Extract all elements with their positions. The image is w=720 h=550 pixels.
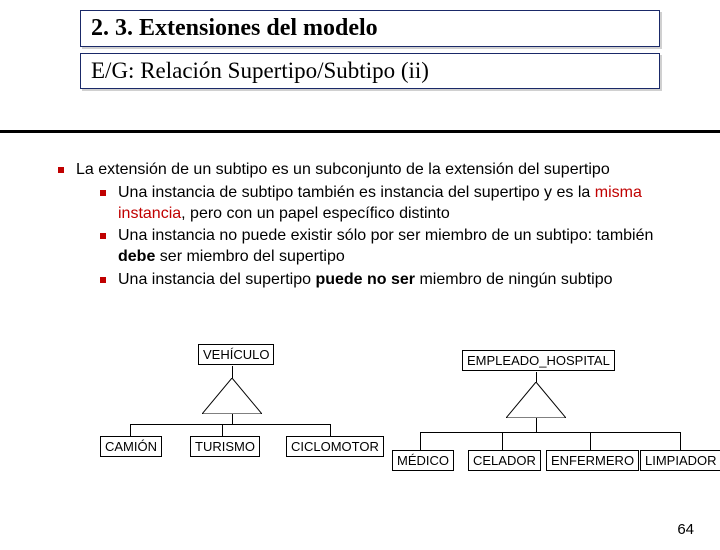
sub3-part-a: Una instancia del supertipo <box>118 271 315 288</box>
connector <box>330 424 331 436</box>
sub-bullet-3: Una instancia del supertipo puede no ser… <box>100 270 680 291</box>
divider-line <box>0 130 720 133</box>
connector <box>590 432 591 450</box>
square-bullet-icon <box>100 233 106 239</box>
node-limpiador: LIMPIADOR <box>640 450 720 471</box>
isa-triangle-icon <box>202 378 262 414</box>
connector <box>232 366 233 378</box>
connector <box>536 372 537 382</box>
connector <box>232 414 233 424</box>
connector <box>130 424 131 436</box>
bullet-main-text: La extensión de un subtipo es un subconj… <box>76 160 610 181</box>
bullet-main: La extensión de un subtipo es un subconj… <box>58 160 680 181</box>
sub2-bold: debe <box>118 248 155 265</box>
connector <box>420 432 680 433</box>
node-turismo: TURISMO <box>190 436 260 457</box>
connector <box>680 432 681 450</box>
sub-bullet-2: Una instancia no puede existir sólo por … <box>100 226 680 268</box>
connector <box>536 418 537 432</box>
isa-triangle-icon <box>506 382 566 418</box>
connector <box>502 432 503 450</box>
sub-bullet-1: Una instancia de subtipo también es inst… <box>100 183 680 225</box>
connector <box>420 432 421 450</box>
square-bullet-icon <box>100 190 106 196</box>
sub3-bold: puede no ser <box>315 271 415 288</box>
node-medico: MÉDICO <box>392 450 454 471</box>
sub3-part-c: miembro de ningún subtipo <box>415 271 612 288</box>
section-title: 2. 3. Extensiones del modelo <box>80 10 660 47</box>
sub1-part-a: Una instancia de subtipo también es inst… <box>118 184 595 201</box>
connector <box>130 424 330 425</box>
sub-bullet-1-text: Una instancia de subtipo también es inst… <box>118 183 680 225</box>
node-celador: CELADOR <box>468 450 541 471</box>
sub-bullet-list: Una instancia de subtipo también es inst… <box>100 183 680 291</box>
sub-bullet-2-text: Una instancia no puede existir sólo por … <box>118 226 680 268</box>
node-empleado-hospital: EMPLEADO_HOSPITAL <box>462 350 615 371</box>
page-number: 64 <box>677 521 694 538</box>
section-subtitle: E/G: Relación Supertipo/Subtipo (ii) <box>80 53 660 89</box>
content-block: La extensión de un subtipo es un subconj… <box>58 160 680 293</box>
connector <box>222 424 223 436</box>
node-ciclomotor: CICLOMOTOR <box>286 436 384 457</box>
sub1-part-c: , pero con un papel específico distinto <box>181 205 450 222</box>
node-vehiculo: VEHÍCULO <box>198 344 274 365</box>
node-enfermero: ENFERMERO <box>546 450 639 471</box>
square-bullet-icon <box>58 167 64 173</box>
node-camion: CAMIÓN <box>100 436 162 457</box>
sub2-part-c: ser miembro del supertipo <box>155 248 344 265</box>
sub2-part-a: Una instancia no puede existir sólo por … <box>118 227 653 244</box>
diagram-area: VEHÍCULO CAMIÓN TURISMO CICLOMOTOR EMPLE… <box>0 340 720 520</box>
square-bullet-icon <box>100 277 106 283</box>
sub-bullet-3-text: Una instancia del supertipo puede no ser… <box>118 270 612 291</box>
